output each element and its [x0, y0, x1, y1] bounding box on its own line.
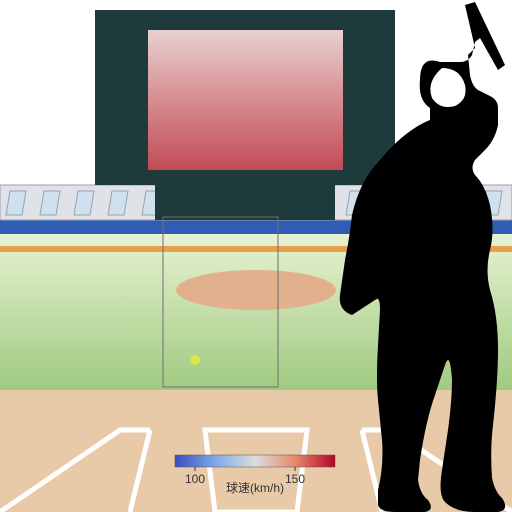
colorbar-tick-label: 150 [285, 472, 305, 486]
scoreboard-screen [148, 30, 343, 170]
colorbar-tick-label: 100 [185, 472, 205, 486]
velocity-colorbar [175, 455, 335, 467]
pitch-marker [190, 355, 200, 365]
colorbar-label: 球速(km/h) [226, 481, 284, 495]
pitch-location-chart: 100 150球速(km/h) [0, 0, 512, 512]
pitchers-mound [176, 270, 336, 310]
